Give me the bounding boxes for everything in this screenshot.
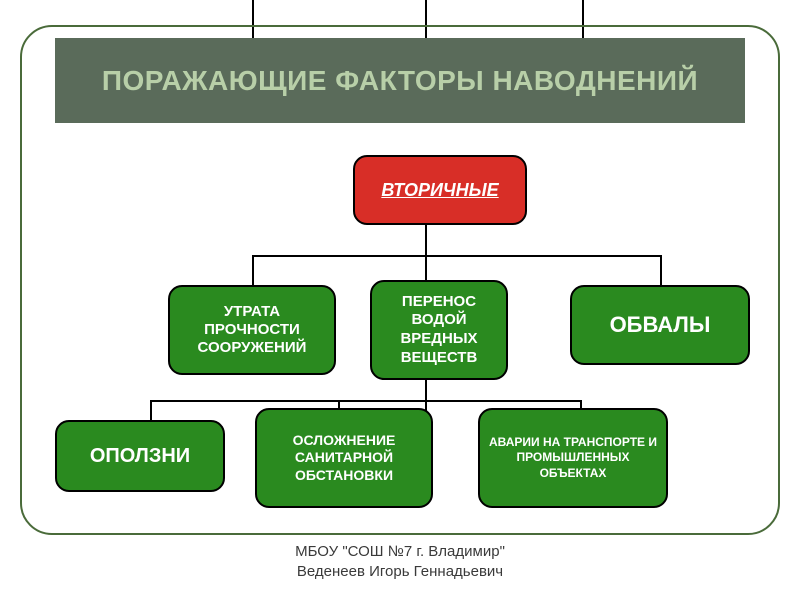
slide-footer: МБОУ "СОШ №7 г. Владимир" Веденеев Игорь… bbox=[0, 542, 800, 581]
node-r2-0-label: УТРАТА ПРОЧНОСТИ СООРУЖЕНИЙ bbox=[176, 303, 328, 357]
node-r3-0-label: ОПОЛЗНИ bbox=[90, 445, 190, 468]
node-r2-1-label: ПЕРЕНОС ВОДОЙ ВРЕДНЫХ ВЕЩЕСТВ bbox=[378, 293, 500, 368]
node-r3-0: ОПОЛЗНИ bbox=[55, 420, 225, 492]
node-root: ВТОРИЧНЫЕ bbox=[353, 155, 527, 225]
title-bar: ПОРАЖАЮЩИЕ ФАКТОРЫ НАВОДНЕНИЙ bbox=[55, 38, 745, 123]
node-r3-1: ОСЛОЖНЕНИЕ САНИТАРНОЙ ОБСТАНОВКИ bbox=[255, 408, 433, 508]
node-r3-2-label: АВАРИИ НА ТРАНСПОРТЕ И ПРОМЫШЛЕННЫХ ОБЪЕ… bbox=[486, 435, 660, 482]
footer-line2: Веденеев Игорь Геннадьевич bbox=[0, 562, 800, 582]
node-r3-2: АВАРИИ НА ТРАНСПОРТЕ И ПРОМЫШЛЕННЫХ ОБЪЕ… bbox=[478, 408, 668, 508]
node-r3-1-label: ОСЛОЖНЕНИЕ САНИТАРНОЙ ОБСТАНОВКИ bbox=[263, 432, 425, 485]
node-r2-1: ПЕРЕНОС ВОДОЙ ВРЕДНЫХ ВЕЩЕСТВ bbox=[370, 280, 508, 380]
node-r2-2: ОБВАЛЫ bbox=[570, 285, 750, 365]
footer-line1: МБОУ "СОШ №7 г. Владимир" bbox=[0, 542, 800, 562]
node-root-label: ВТОРИЧНЫЕ bbox=[381, 180, 498, 201]
node-r2-0: УТРАТА ПРОЧНОСТИ СООРУЖЕНИЙ bbox=[168, 285, 336, 375]
node-r2-2-label: ОБВАЛЫ bbox=[610, 312, 711, 338]
slide-title: ПОРАЖАЮЩИЕ ФАКТОРЫ НАВОДНЕНИЙ bbox=[102, 63, 698, 98]
